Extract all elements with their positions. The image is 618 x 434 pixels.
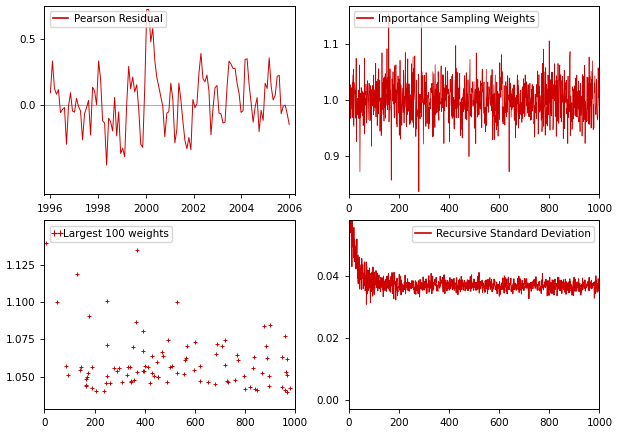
Legend: Recursive Standard Deviation: Recursive Standard Deviation [412,226,594,242]
Legend: , Largest 100 weights: , Largest 100 weights [49,226,172,242]
Legend: Pearson Residual: Pearson Residual [49,11,166,27]
Legend: Importance Sampling Weights: Importance Sampling Weights [354,11,538,27]
